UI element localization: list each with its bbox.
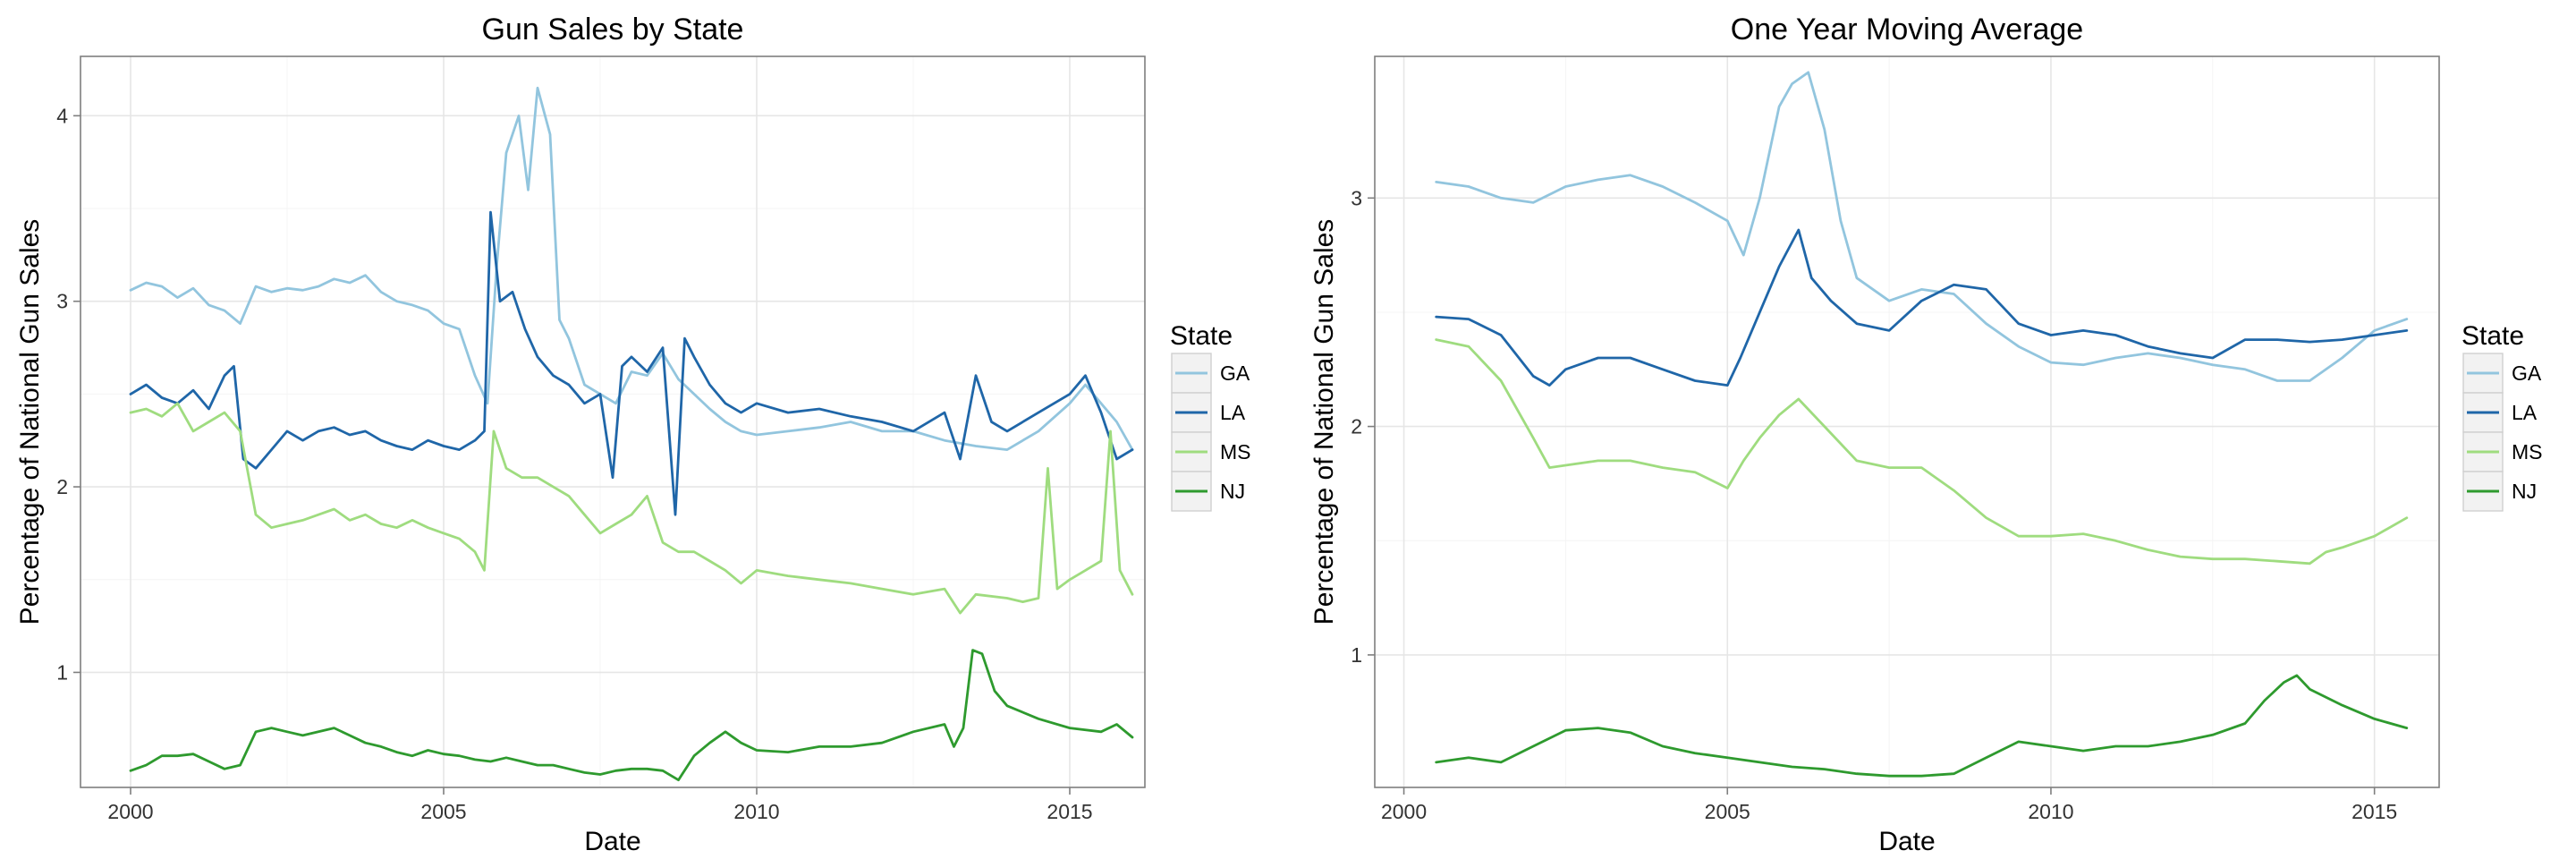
series-line-ga [1435, 71, 2409, 382]
legend-label-nj: NJ [2512, 480, 2537, 503]
series-line-nj [1435, 674, 2409, 778]
x-tick-label: 2000 [1381, 800, 1427, 823]
series-line-ms [1435, 338, 2409, 566]
y-tick-label: 1 [1351, 643, 1362, 667]
x-tick-label: 2015 [1046, 800, 1092, 823]
legend-label-nj: NJ [1220, 480, 1245, 503]
y-axis-title: Percentage of National Gun Sales [1309, 219, 1339, 625]
series-line-la [1435, 228, 2409, 387]
y-tick-label: 3 [1351, 186, 1362, 209]
legend: State GA LA MS NJ [2462, 321, 2543, 512]
x-axis: 2000 2005 2010 2015 [107, 787, 1093, 823]
legend: State GA LA MS NJ [1170, 321, 1251, 512]
legend-label-ga: GA [1220, 361, 1250, 385]
x-axis: 2000 2005 2010 2015 [1381, 787, 2397, 823]
y-axis-title: Percentage of National Gun Sales [15, 219, 45, 625]
y-tick-label: 2 [56, 475, 68, 498]
y-axis: 1 2 3 4 [56, 104, 80, 684]
y-tick-label: 1 [56, 660, 68, 684]
x-tick-label: 2005 [1705, 800, 1750, 823]
series-line-nj [129, 649, 1134, 782]
series-line-la [129, 210, 1134, 516]
x-tick-label: 2005 [420, 800, 466, 823]
series-lines [129, 86, 1134, 782]
x-tick-label: 2015 [2351, 800, 2397, 823]
series-lines [1435, 71, 2409, 778]
series-line-ms [129, 402, 1134, 615]
series-line-ga [129, 86, 1134, 451]
y-axis: 1 2 3 [1351, 186, 1375, 667]
legend-label-ga: GA [2512, 361, 2542, 385]
gridlines [80, 56, 1145, 787]
x-tick-label: 2000 [107, 800, 153, 823]
y-tick-label: 4 [56, 104, 68, 127]
y-tick-label: 2 [1351, 415, 1362, 438]
panel-border [80, 55, 1146, 788]
chart-title: One Year Moving Average [1731, 13, 2083, 47]
chart-gun-sales-by-state: 2000 2005 2010 2015 1 2 3 4 Gun Sales by State Da… [15, 13, 1251, 856]
legend-label-ms: MS [1220, 440, 1251, 464]
x-axis-title: Date [1878, 827, 1935, 856]
x-axis-title: Date [584, 827, 640, 856]
legend-label-ms: MS [2512, 440, 2543, 464]
x-tick-label: 2010 [2028, 800, 2073, 823]
panel-border [1374, 55, 2440, 788]
chart-one-year-moving-average: 2000 2005 2010 2015 1 2 3 One Year Moving Avera… [1309, 13, 2543, 856]
legend-title: State [1170, 321, 1233, 351]
chart-title: Gun Sales by State [482, 13, 744, 47]
legend-title: State [2462, 321, 2524, 351]
gridlines [1375, 56, 2439, 787]
legend-label-la: LA [1220, 401, 1246, 424]
y-tick-label: 3 [56, 290, 68, 313]
legend-label-la: LA [2512, 401, 2538, 424]
plot-panel [1375, 56, 2439, 787]
x-tick-label: 2010 [733, 800, 779, 823]
